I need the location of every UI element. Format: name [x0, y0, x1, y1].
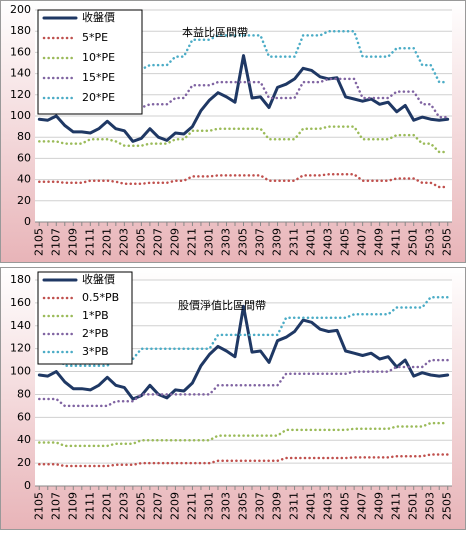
x-tick-label: 2307 [254, 228, 267, 256]
x-tick-label: 2301 [202, 492, 215, 520]
band-line [38, 125, 449, 154]
x-tick-label: 2411 [390, 492, 403, 520]
x-tick-label: 2211 [185, 492, 198, 520]
x-tick-label: 2207 [151, 492, 164, 520]
band-line [38, 77, 449, 119]
y-tick-label: 120 [10, 88, 31, 101]
x-tick-label: 2407 [356, 492, 369, 520]
x-tick-label: 2401 [305, 228, 318, 256]
x-tick-label: 2305 [237, 492, 250, 520]
legend-box [37, 271, 133, 365]
x-tick-label: 2311 [288, 228, 301, 256]
legend-label: 20*PE [82, 91, 115, 104]
x-tick-label: 2105 [32, 492, 45, 520]
x-tick-label: 2201 [100, 228, 113, 256]
x-tick-label: 2403 [322, 228, 335, 256]
legend-label: 10*PE [82, 51, 115, 64]
x-tick-label: 2407 [356, 228, 369, 256]
x-tick-label: 2309 [271, 492, 284, 520]
x-tick-label: 2205 [134, 492, 147, 520]
chart-title: 本益比區間帶 [182, 25, 248, 39]
legend-label: 收盤價 [82, 10, 115, 24]
y-tick-label: 200 [10, 3, 31, 16]
x-tick-label: 2405 [339, 492, 352, 520]
x-tick-label: 2303 [219, 228, 232, 256]
legend-label: 2*PB [82, 327, 109, 340]
y-tick-label: 120 [10, 342, 31, 355]
x-tick-label: 2309 [271, 228, 284, 256]
x-tick-label: 2505 [441, 228, 454, 256]
x-tick-label: 2303 [219, 492, 232, 520]
x-tick-label: 2201 [100, 492, 113, 520]
y-tick-label: 20 [17, 194, 31, 207]
x-tick-label: 2203 [117, 492, 130, 520]
y-tick-label: 60 [17, 410, 31, 423]
x-tick-label: 2501 [407, 228, 420, 256]
x-tick-label: 2209 [168, 492, 181, 520]
y-tick-label: 0 [24, 479, 31, 492]
x-tick-label: 2107 [49, 492, 62, 520]
y-tick-label: 0 [24, 215, 31, 228]
x-tick-label: 2307 [254, 492, 267, 520]
x-tick-label: 2111 [83, 228, 96, 256]
y-tick-label: 40 [17, 433, 31, 446]
y-tick-label: 180 [10, 273, 31, 286]
legend-label: 0.5*PB [82, 291, 119, 304]
price-line [37, 304, 450, 401]
x-tick-label: 2401 [305, 492, 318, 520]
x-tick-label: 2409 [373, 228, 386, 256]
x-tick-label: 2503 [424, 492, 437, 520]
x-tick-label: 2205 [134, 228, 147, 256]
legend-label: 15*PE [82, 71, 115, 84]
x-tick-label: 2505 [441, 492, 454, 520]
x-tick-label: 2501 [407, 492, 420, 520]
x-tick-label: 2107 [49, 228, 62, 256]
band-line [38, 173, 449, 189]
legend-label: 5*PE [82, 31, 108, 44]
legend-label: 1*PB [82, 309, 109, 322]
band-line [38, 453, 449, 468]
y-tick-label: 100 [10, 109, 31, 122]
y-tick-label: 40 [17, 173, 31, 186]
x-tick-label: 2207 [151, 228, 164, 256]
x-tick-label: 2411 [390, 228, 403, 256]
y-tick-label: 160 [10, 45, 31, 58]
x-tick-label: 2203 [117, 228, 130, 256]
x-tick-label: 2109 [66, 492, 79, 520]
y-tick-label: 140 [10, 67, 31, 80]
y-tick-label: 80 [17, 387, 31, 400]
y-tick-label: 140 [10, 319, 31, 332]
x-tick-label: 2503 [424, 228, 437, 256]
x-tick-label: 2111 [83, 492, 96, 520]
legend-label: 收盤價 [82, 272, 115, 286]
x-tick-label: 2209 [168, 228, 181, 256]
price-line [37, 54, 450, 143]
y-tick-label: 100 [10, 365, 31, 378]
x-tick-label: 2305 [237, 228, 250, 256]
band-line [38, 295, 449, 368]
legend-label: 3*PB [82, 345, 109, 358]
x-tick-label: 2301 [202, 228, 215, 256]
x-tick-label: 2409 [373, 492, 386, 520]
y-tick-label: 160 [10, 296, 31, 309]
y-tick-label: 60 [17, 151, 31, 164]
band-line [38, 421, 449, 448]
chart-title: 股價淨值比區間帶 [178, 298, 266, 312]
y-tick-label: 20 [17, 456, 31, 469]
x-tick-label: 2109 [66, 228, 79, 256]
x-tick-label: 2403 [322, 492, 335, 520]
x-tick-label: 2405 [339, 228, 352, 256]
x-tick-label: 2211 [185, 228, 198, 256]
y-tick-label: 180 [10, 24, 31, 37]
legend-box [37, 9, 143, 115]
x-tick-label: 2311 [288, 492, 301, 520]
x-tick-label: 2105 [32, 228, 45, 256]
y-tick-label: 80 [17, 130, 31, 143]
